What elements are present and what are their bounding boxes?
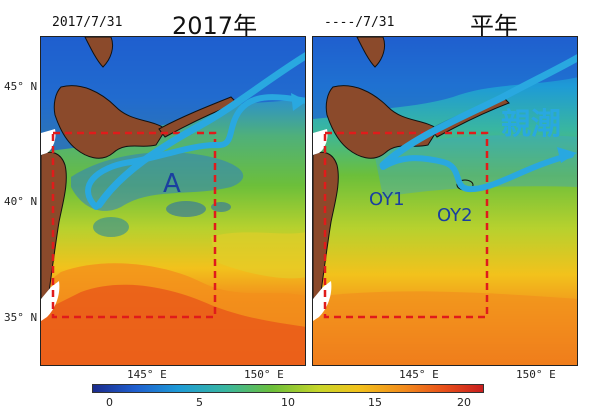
label-oy1: OY1 <box>369 189 405 210</box>
lat-tick-45: 45° N <box>4 80 38 93</box>
colorbar-tick-10: 10 <box>281 396 295 409</box>
lon-tick-right-150: 150° E <box>516 368 556 381</box>
lat-tick-40: 40° N <box>4 195 38 208</box>
arrow-head-2017 <box>291 93 305 111</box>
colorbar-tick-20: 20 <box>457 396 471 409</box>
lon-tick-left-150: 150° E <box>244 368 284 381</box>
arrow-head-normal <box>557 147 577 163</box>
map-panel-2017: A <box>40 36 306 366</box>
colorbar-tick-15: 15 <box>368 396 382 409</box>
right-title: 平年 <box>470 12 518 40</box>
oyashio-main-normal <box>379 54 577 169</box>
lat-tick-35: 35° N <box>4 311 38 324</box>
label-oy2: OY2 <box>437 205 473 226</box>
colorbar-tick-5: 5 <box>196 396 203 409</box>
sst-map-2017 <box>41 37 305 365</box>
analysis-box-normal <box>323 131 489 319</box>
left-date-label: 2017/7/31 <box>52 15 123 30</box>
lon-tick-left-145: 145° E <box>127 368 167 381</box>
oyashio-main-2017 <box>95 52 305 209</box>
oyashio-path-2017 <box>85 94 305 210</box>
colorbar <box>92 384 484 393</box>
lon-tick-right-145: 145° E <box>399 368 439 381</box>
label-a: A <box>163 169 181 199</box>
label-oyashio: 親潮 <box>501 107 561 142</box>
left-title: 2017年 <box>172 12 258 40</box>
analysis-box-2017 <box>51 131 217 319</box>
map-panel-normal: 親潮 OY1 OY2 <box>312 36 578 366</box>
oyashio-branch-normal <box>380 152 574 193</box>
sst-map-normal <box>313 37 577 365</box>
colorbar-tick-0: 0 <box>106 396 113 409</box>
right-date-label: ----/7/31 <box>324 15 395 30</box>
